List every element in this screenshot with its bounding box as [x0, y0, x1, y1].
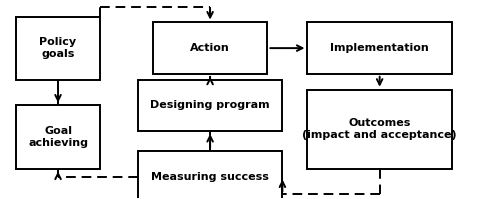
- Text: Outcomes
(impact and acceptance): Outcomes (impact and acceptance): [302, 118, 457, 140]
- Text: Designing program: Designing program: [150, 100, 270, 110]
- Text: Policy
goals: Policy goals: [40, 37, 76, 59]
- Text: Measuring success: Measuring success: [151, 172, 269, 181]
- Text: Implementation: Implementation: [330, 43, 429, 53]
- FancyBboxPatch shape: [138, 80, 282, 131]
- FancyBboxPatch shape: [16, 105, 100, 169]
- FancyBboxPatch shape: [16, 17, 100, 80]
- FancyBboxPatch shape: [308, 90, 452, 169]
- FancyBboxPatch shape: [308, 22, 452, 74]
- FancyBboxPatch shape: [153, 22, 268, 74]
- Text: Goal
achieving: Goal achieving: [28, 126, 88, 148]
- FancyBboxPatch shape: [138, 151, 282, 199]
- Text: Action: Action: [190, 43, 230, 53]
